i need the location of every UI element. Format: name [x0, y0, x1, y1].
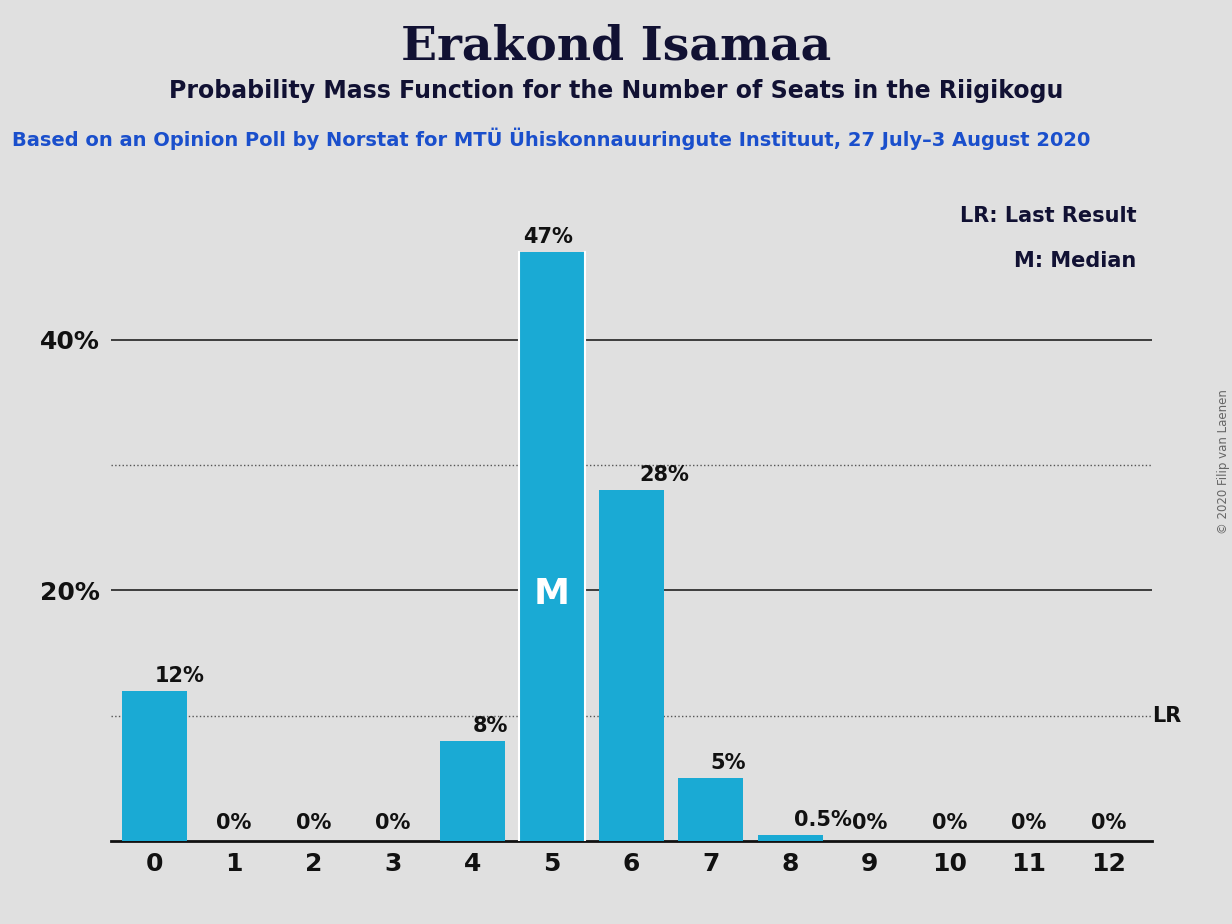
Text: Erakond Isamaa: Erakond Isamaa [400, 23, 832, 69]
Text: © 2020 Filip van Laenen: © 2020 Filip van Laenen [1216, 390, 1230, 534]
Text: LR: Last Result: LR: Last Result [960, 206, 1136, 225]
Text: 0%: 0% [853, 813, 887, 833]
Text: 28%: 28% [639, 465, 689, 485]
Text: M: Median: M: Median [1014, 251, 1136, 272]
Text: 0%: 0% [1011, 813, 1046, 833]
Text: 47%: 47% [524, 227, 573, 247]
Text: 0.5%: 0.5% [795, 809, 853, 830]
Text: LR: LR [1152, 706, 1181, 725]
Text: 0%: 0% [931, 813, 967, 833]
Text: M: M [533, 577, 570, 611]
Bar [122, 690, 187, 841]
Text: 8%: 8% [472, 715, 508, 736]
Text: Based on an Opinion Poll by Norstat for MTÜ Ühiskonnauuringute Instituut, 27 Jul: Based on an Opinion Poll by Norstat for … [12, 128, 1090, 150]
Bar [599, 490, 664, 841]
Text: 0%: 0% [1090, 813, 1126, 833]
Text: 0%: 0% [217, 813, 251, 833]
Text: 0%: 0% [296, 813, 331, 833]
Text: Probability Mass Function for the Number of Seats in the Riigikogu: Probability Mass Function for the Number… [169, 79, 1063, 103]
Bar [679, 778, 743, 841]
Text: 12%: 12% [154, 665, 205, 686]
Bar [440, 741, 505, 841]
Text: 0%: 0% [376, 813, 410, 833]
Bar [758, 834, 823, 841]
Bar [520, 252, 584, 841]
Text: 5%: 5% [711, 753, 747, 773]
